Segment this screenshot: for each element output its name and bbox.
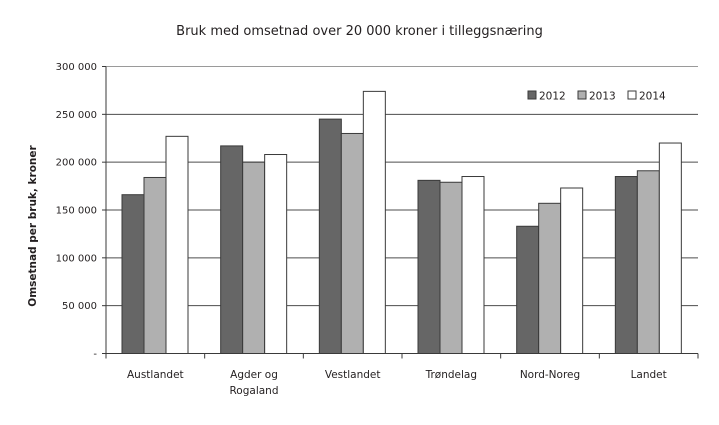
legend-swatch-2014 [627,90,637,100]
bar-2014-vestlandet [362,90,386,355]
y-axis-ticks: - 50 000 100 000 150 000 200 000 250 000 300 0… [56,62,106,360]
chart-title: Bruk med omsetnad over 20 000 kroner i t… [176,24,543,39]
bar-2012-agder-og-rogaland [220,145,244,354]
legend-label-2014: 2014 [639,91,666,103]
bar-2013-agder-og-rogaland [242,161,266,354]
x-category-label: Landet [631,369,667,381]
axes [105,66,699,359]
bar-2014-landet [658,142,682,354]
y-axis-label: Omsetnad per bruk, kroner [27,144,39,306]
bar-2012-vestlandet [318,118,342,354]
legend-swatch-2012 [527,90,537,100]
y-tick-label: 200 000 [56,158,97,169]
legend-label-2013: 2013 [589,91,616,103]
bar-2012-landet [614,176,638,354]
bar-series [121,90,682,355]
legend-swatch-2013 [577,90,587,100]
bar-2012-trøndelag [417,179,441,354]
bar-2013-vestlandet [340,132,364,354]
bar-2013-landet [636,170,660,354]
bar-2014-trøndelag [461,176,485,354]
y-tick-label: - [93,349,97,360]
legend-label-2012: 2012 [539,91,566,103]
bar-2013-trøndelag [439,181,463,354]
bar-2014-agder-og-rogaland [264,154,288,354]
x-category-label: Austlandet [127,369,184,381]
bar-2012-nord-noreg [516,225,540,354]
x-axis-categories: Austlandet Agder og Rogaland Vestlandet Trøn… [127,369,667,397]
bar-2014-austlandet [165,135,189,354]
y-tick-label: 100 000 [56,253,97,264]
bar-2013-nord-noreg [538,202,562,354]
x-category-label: Trøndelag [425,369,477,381]
bar-2013-austlandet [143,176,167,354]
y-tick-label: 300 000 [56,62,97,73]
y-tick-label: 150 000 [56,206,97,217]
x-category-label: Rogaland [229,385,278,397]
x-category-label: Nord-Noreg [520,369,580,381]
bar-2012-austlandet [121,194,145,354]
y-tick-label: 250 000 [56,110,97,121]
y-tick-label: 50 000 [62,301,97,312]
x-category-label: Agder og [230,369,278,381]
bar-2014-nord-noreg [560,187,584,354]
x-category-label: Vestlandet [325,369,381,381]
legend: 2012 2013 2014 [527,90,666,103]
gridlines [106,66,698,307]
